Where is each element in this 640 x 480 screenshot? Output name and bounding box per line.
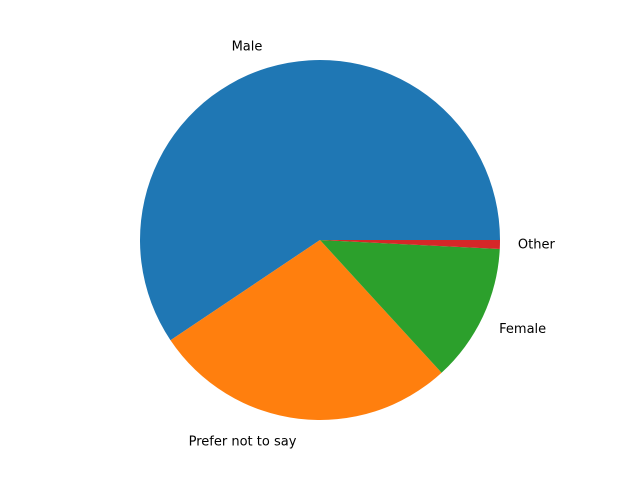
pie-slice-prefer-not-to-say: [170, 240, 442, 420]
pie-slices: [140, 59, 500, 420]
pie-slice-female: [320, 240, 500, 373]
pie-label-prefer-not-to-say: Prefer not to say: [189, 434, 297, 449]
pie-label-other: Other: [518, 237, 556, 252]
pie-labels: Male Prefer not to say Female Other: [189, 40, 556, 450]
pie-label-female: Female: [499, 322, 546, 337]
pie-label-male: Male: [232, 40, 263, 55]
pie-slice-other: [320, 240, 500, 250]
pie-slice-male: [140, 59, 500, 341]
